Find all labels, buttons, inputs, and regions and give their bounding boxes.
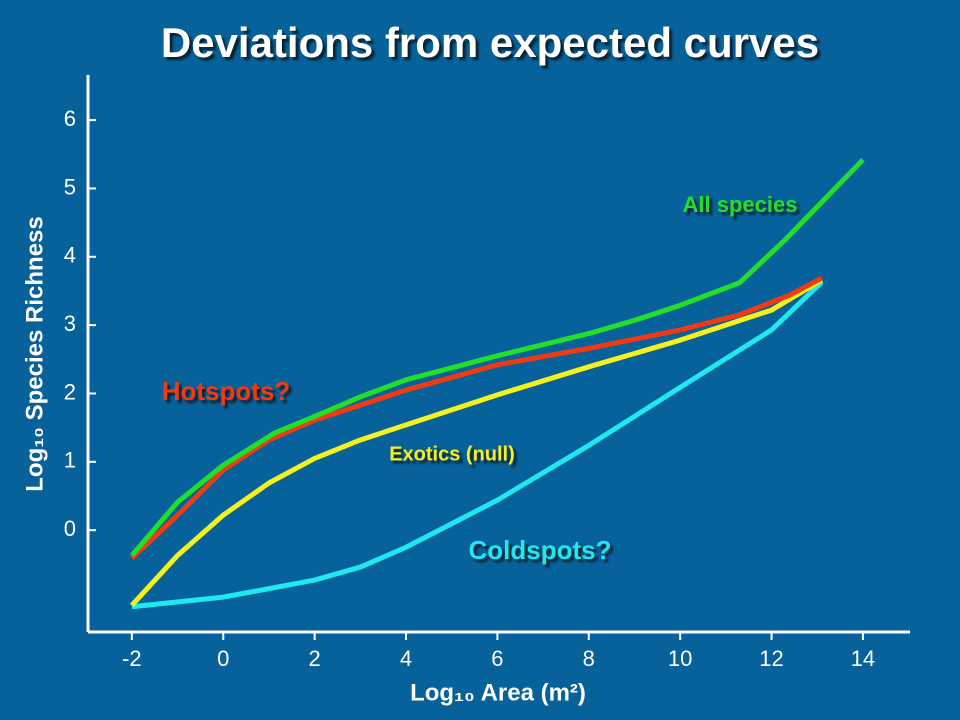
x-tick-label: 2 <box>309 646 321 671</box>
y-tick-label: 6 <box>64 106 76 131</box>
y-tick-label: 4 <box>64 243 76 268</box>
y-tick-label: 5 <box>64 174 76 199</box>
y-tick-label: 2 <box>64 379 76 404</box>
x-tick-label: 10 <box>668 646 692 671</box>
x-tick-label: 14 <box>851 646 875 671</box>
x-tick-label: 12 <box>759 646 783 671</box>
series-line <box>131 280 824 610</box>
series-label: Hotspots? <box>162 376 291 406</box>
series-line <box>130 275 823 561</box>
series-line <box>129 158 865 558</box>
chart-title: Deviations from expected curves <box>161 19 819 66</box>
x-axis-label: Log₁₀ Area (m²) <box>410 679 586 706</box>
y-axis-label: Log₁₀ Species Richness <box>21 216 48 492</box>
x-tick-label: 8 <box>583 646 595 671</box>
x-tick-label: 4 <box>400 646 412 671</box>
series-line <box>130 277 824 608</box>
x-tick-label: -2 <box>122 646 142 671</box>
series-label: Exotics (null) <box>389 443 515 465</box>
y-tick-label: 0 <box>64 516 76 541</box>
y-tick-label: 3 <box>64 311 76 336</box>
y-tick-label: 1 <box>64 448 76 473</box>
x-tick-label: 0 <box>217 646 229 671</box>
series-label: Coldspots? <box>469 535 612 565</box>
series-label: All species <box>683 192 798 217</box>
x-tick-label: 6 <box>491 646 503 671</box>
